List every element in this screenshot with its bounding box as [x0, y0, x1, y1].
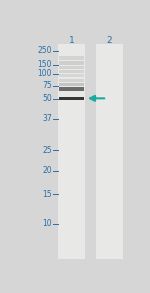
Text: 75: 75: [42, 81, 52, 91]
Text: 150: 150: [37, 60, 52, 69]
Text: 37: 37: [42, 114, 52, 123]
Text: 20: 20: [42, 166, 52, 175]
Text: 100: 100: [37, 69, 52, 79]
Bar: [59, 97, 84, 100]
Text: 50: 50: [42, 94, 52, 103]
Text: 25: 25: [42, 146, 52, 155]
Text: 15: 15: [42, 190, 52, 199]
Text: 10: 10: [42, 219, 52, 228]
Bar: [59, 56, 84, 60]
Bar: [58, 44, 85, 258]
Bar: [59, 87, 84, 91]
Text: 2: 2: [107, 36, 112, 45]
Bar: [96, 44, 123, 258]
Bar: [59, 66, 84, 69]
Text: 1: 1: [69, 36, 75, 45]
Text: 250: 250: [37, 47, 52, 55]
Bar: [59, 74, 84, 77]
Bar: [59, 61, 84, 65]
Bar: [59, 69, 84, 73]
Bar: [59, 83, 84, 86]
Bar: [59, 79, 84, 82]
Bar: [59, 87, 84, 91]
